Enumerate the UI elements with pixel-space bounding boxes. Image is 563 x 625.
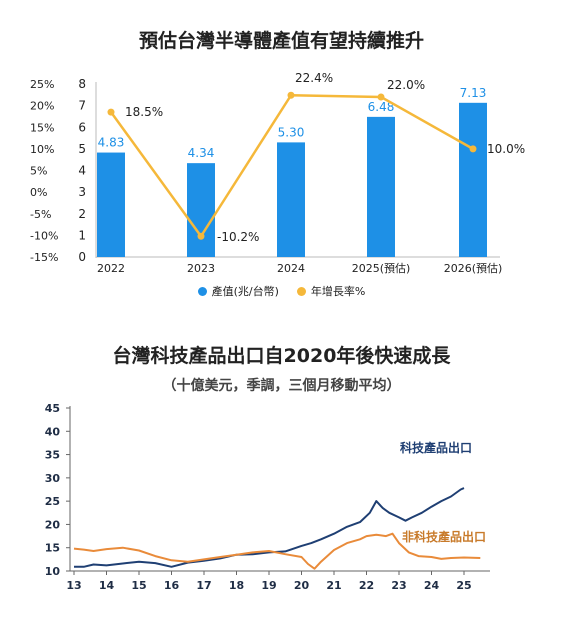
y-value-tick-label: 5: [78, 142, 86, 156]
x-tick-label: 23: [391, 579, 406, 592]
y-left-tick-label: 25%: [30, 78, 54, 91]
y-tick-label: 35: [45, 449, 60, 462]
legend-item-growth: 年增長率%: [296, 283, 366, 299]
chart1-legend: 產值(兆/台幣) 年增長率%: [0, 283, 563, 299]
legend-swatch-orange: [296, 286, 306, 296]
growth-point: [377, 93, 385, 101]
bar: [459, 102, 487, 257]
bar: [187, 163, 215, 257]
y-left-tick-label: 5%: [30, 165, 47, 178]
bar: [97, 152, 125, 257]
growth-point: [197, 232, 205, 240]
y-tick-label: 15: [45, 542, 60, 555]
y-tick-label: 40: [45, 425, 61, 438]
y-tick-label: 30: [45, 472, 61, 485]
growth-point: [287, 91, 295, 99]
x-tick-label: 20: [294, 579, 310, 592]
y-left-tick-label: 10%: [30, 143, 54, 156]
chart2-title: 台灣科技產品出口自2020年後快速成長: [112, 345, 451, 367]
x-tick-label: 13: [66, 579, 81, 592]
bar-data-label: 7.13: [460, 86, 487, 100]
x-tick-label: 2026(預估): [444, 262, 503, 275]
x-tick-label: 21: [326, 579, 341, 592]
y-value-tick-label: 6: [78, 120, 86, 134]
y-left-tick-label: 0%: [30, 186, 47, 199]
y-tick-label: 20: [45, 518, 61, 531]
growth-point: [469, 145, 477, 153]
x-tick-label: 25: [456, 579, 471, 592]
non-tech-exports-label: 非科技產品出口: [402, 529, 486, 544]
x-tick-label: 2022: [97, 262, 125, 275]
y-tick-label: 45: [45, 402, 60, 415]
x-tick-label: 2024: [277, 262, 305, 275]
chart2-subtitle: （十億美元，季調，三個月移動平均）: [162, 378, 401, 394]
growth-point: [107, 108, 115, 116]
bar: [367, 116, 395, 258]
legend-label-value: 產值(兆/台幣): [211, 285, 279, 298]
x-tick-label: 15: [131, 579, 146, 592]
legend-item-value: 產值(兆/台幣): [197, 283, 279, 299]
x-tick-label: 19: [261, 579, 276, 592]
growth-data-label: -10.2%: [217, 230, 259, 244]
x-tick-label: 2023: [187, 262, 215, 275]
x-tick-label: 2025(預估): [352, 262, 411, 275]
y-value-tick-label: 1: [78, 228, 86, 242]
growth-data-label: 18.5%: [125, 105, 163, 119]
tech-exports-label: 科技產品出口: [400, 440, 472, 455]
y-left-tick-label: -10%: [30, 229, 58, 242]
y-value-tick-label: 8: [78, 77, 86, 91]
y-tick-label: 25: [45, 495, 60, 508]
bar-data-label: 4.34: [188, 146, 215, 160]
y-value-tick-label: 7: [78, 99, 86, 113]
bar-data-label: 5.30: [278, 125, 305, 139]
tech-exports-line: [74, 487, 465, 568]
x-tick-label: 24: [424, 579, 440, 592]
y-value-tick-label: 3: [78, 185, 86, 199]
growth-data-label: 22.0%: [387, 78, 425, 92]
growth-data-label: 22.4%: [295, 71, 333, 85]
y-left-tick-label: 15%: [30, 121, 54, 134]
x-tick-label: 22: [359, 579, 374, 592]
x-tick-label: 17: [196, 579, 211, 592]
y-tick-label: 10: [45, 565, 61, 578]
chart1-plot: 25% 20% 15% 10% 5% 0% -5% -10% -15% 8 7 6 5 4 3 2 1 0 4.83…: [30, 71, 525, 275]
bar-data-label: 6.48: [368, 100, 395, 114]
legend-label-growth: 年增長率%: [310, 285, 366, 298]
y-left-tick-label: -5%: [30, 208, 51, 221]
non-tech-exports-line: [73, 532, 481, 570]
bar-data-label: 4.83: [98, 136, 125, 150]
y-left-tick-label: -15%: [30, 251, 58, 264]
y-value-tick-label: 0: [78, 250, 86, 264]
y-left-tick-label: 20%: [30, 100, 54, 113]
chart1-title: 預估台灣半導體產值有望持續推升: [138, 30, 424, 52]
growth-data-label: 10.0%: [487, 142, 525, 156]
y-value-tick-label: 2: [78, 207, 86, 221]
y-value-tick-label: 4: [78, 164, 86, 178]
legend-swatch-blue: [197, 286, 207, 296]
x-tick-label: 16: [164, 579, 180, 592]
bar: [277, 142, 305, 257]
x-tick-label: 14: [99, 579, 115, 592]
x-tick-label: 18: [229, 579, 244, 592]
